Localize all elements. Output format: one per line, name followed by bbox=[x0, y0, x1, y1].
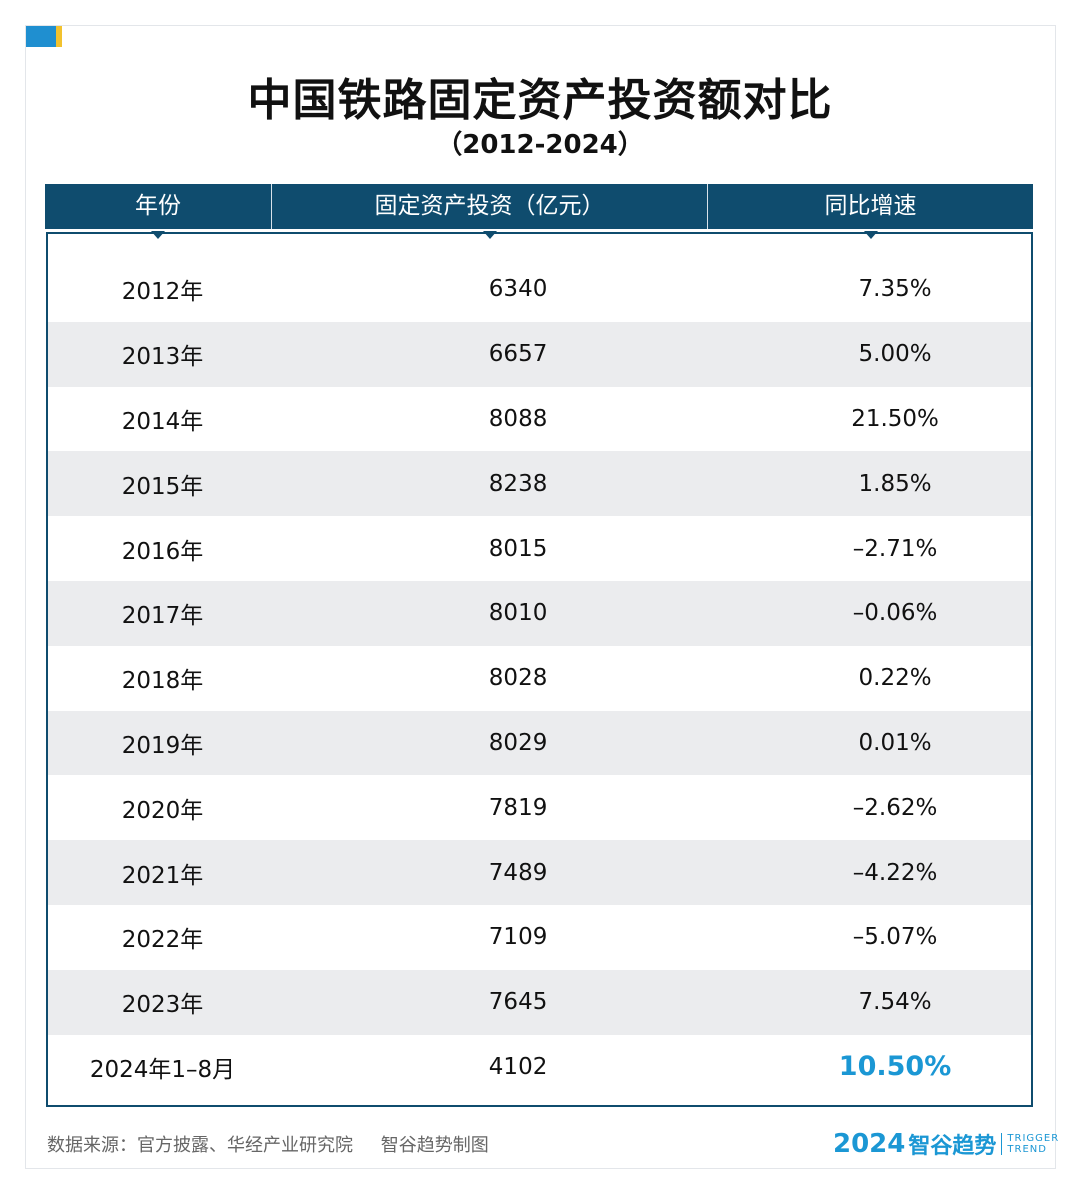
cell-year: 2018年 bbox=[121, 668, 204, 695]
cell-year: 2020年 bbox=[121, 797, 204, 824]
accent-blue-block bbox=[26, 26, 56, 47]
footer-source: 数据来源：官方披露、华经产业研究院 智谷趋势制图 bbox=[47, 1131, 489, 1157]
table-header: 年份 固定资产投资（亿元） 同比增速 bbox=[45, 184, 1033, 239]
accent-yellow-block bbox=[56, 26, 62, 47]
cell-year: 2012年 bbox=[121, 279, 204, 306]
header-growth-label: 同比增速 bbox=[824, 193, 917, 219]
source-text: 数据来源：官方披露、华经产业研究院 bbox=[47, 1135, 353, 1156]
table-row: 2012年 6340 7.35% bbox=[48, 257, 1031, 322]
cell-growth: –4.22% bbox=[852, 859, 938, 886]
caret-down-icon bbox=[482, 231, 497, 239]
cell-year: 2024年1–8月 bbox=[89, 1056, 236, 1083]
table-row: 2024年1–8月 4102 10.50% bbox=[48, 1035, 1031, 1100]
cell-growth: 0.01% bbox=[858, 729, 932, 756]
cell-investment: 7109 bbox=[488, 924, 548, 951]
cell-year: 2017年 bbox=[121, 603, 204, 630]
cell-growth: 10.50% bbox=[838, 1051, 952, 1083]
cell-growth: –0.06% bbox=[852, 600, 938, 627]
caret-down-icon bbox=[151, 231, 165, 239]
table-row: 2015年 8238 1.85% bbox=[48, 451, 1031, 517]
cell-investment: 8029 bbox=[488, 729, 548, 756]
credit-text: 智谷趋势制图 bbox=[380, 1135, 489, 1156]
cell-year: 2015年 bbox=[121, 473, 204, 500]
cell-growth: 7.35% bbox=[858, 276, 932, 303]
cell-growth: –2.71% bbox=[852, 535, 938, 562]
table-top-spacer bbox=[48, 234, 1031, 257]
table-row: 2017年 8010 –0.06% bbox=[48, 580, 1031, 646]
cell-investment: 8028 bbox=[488, 665, 548, 692]
table-row: 2016年 8015 –2.71% bbox=[48, 516, 1031, 581]
table-body: 2012年 6340 7.35% 2013年 6657 5.00% 2014年 8088 21.… bbox=[46, 232, 1033, 1107]
cell-year: 2019年 bbox=[121, 732, 204, 759]
cell-growth: 5.00% bbox=[858, 341, 932, 368]
header-investment-label: 固定资产投资（亿元） bbox=[374, 193, 605, 219]
header-year: 年份 bbox=[45, 184, 271, 239]
cell-investment: 7819 bbox=[488, 794, 548, 821]
cell-growth: 0.22% bbox=[858, 665, 932, 692]
cell-year: 2021年 bbox=[121, 862, 204, 889]
cell-growth: 1.85% bbox=[858, 470, 932, 497]
chart-subtitle: （2012-2024） bbox=[436, 130, 644, 160]
cell-investment: 8010 bbox=[488, 600, 548, 627]
table-row: 2021年 7489 –4.22% bbox=[48, 840, 1031, 905]
cell-investment: 4102 bbox=[488, 1053, 548, 1080]
cell-growth: –2.62% bbox=[852, 794, 938, 821]
cell-year: 2016年 bbox=[121, 538, 204, 565]
cell-growth: 7.54% bbox=[858, 989, 932, 1016]
table-row: 2020年 7819 –2.62% bbox=[48, 775, 1031, 840]
caret-down-icon bbox=[863, 231, 878, 239]
brand-en-line2: TREND bbox=[1007, 1144, 1047, 1155]
brand-divider bbox=[1001, 1133, 1003, 1155]
cell-investment: 7489 bbox=[488, 859, 548, 886]
cell-year: 2022年 bbox=[121, 927, 204, 954]
table-row: 2019年 8029 0.01% bbox=[48, 710, 1031, 776]
cell-investment: 8238 bbox=[488, 470, 548, 497]
header-growth: 同比增速 bbox=[707, 184, 1033, 239]
chart-title: 中国铁路固定资产投资额对比 bbox=[247, 75, 833, 126]
brand-english: TRIGGER TREND bbox=[1007, 1133, 1059, 1155]
cell-investment: 7645 bbox=[488, 989, 548, 1016]
cell-growth: 21.50% bbox=[851, 405, 939, 432]
table-row: 2023年 7645 7.54% bbox=[48, 969, 1031, 1035]
cell-year: 2023年 bbox=[121, 992, 204, 1019]
header-year-label: 年份 bbox=[135, 193, 181, 219]
cell-investment: 6340 bbox=[488, 276, 548, 303]
brand-year: 2024 bbox=[833, 1129, 906, 1159]
cell-investment: 8015 bbox=[488, 535, 548, 562]
header-investment: 固定资产投资（亿元） bbox=[271, 184, 707, 239]
cell-year: 2014年 bbox=[121, 408, 204, 435]
table-row: 2014年 8088 21.50% bbox=[48, 387, 1031, 452]
table-row: 2013年 6657 5.00% bbox=[48, 321, 1031, 387]
brand-name: 智谷趋势 bbox=[908, 1134, 997, 1159]
cell-investment: 8088 bbox=[488, 405, 548, 432]
table-row: 2018年 8028 0.22% bbox=[48, 646, 1031, 711]
cell-investment: 6657 bbox=[488, 341, 548, 368]
cell-year: 2013年 bbox=[121, 344, 204, 371]
cell-growth: –5.07% bbox=[852, 924, 938, 951]
table-row: 2022年 7109 –5.07% bbox=[48, 905, 1031, 970]
brand-en-line1: TRIGGER bbox=[1007, 1133, 1060, 1144]
brand-logo: 2024 智谷趋势 TRIGGER TREND bbox=[833, 1129, 1059, 1159]
corner-accent bbox=[26, 26, 62, 47]
